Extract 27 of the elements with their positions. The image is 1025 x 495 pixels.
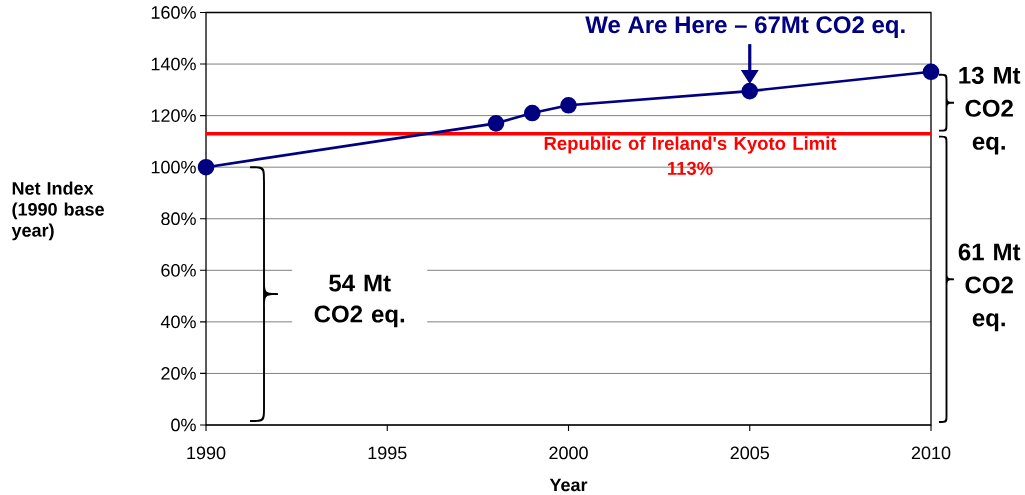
point — [741, 82, 759, 100]
y-tick-label: 0% — [171, 418, 196, 432]
y-tick-label: 40% — [160, 315, 196, 329]
text: 13 Mt CO2 eq. — [959, 66, 1021, 155]
ref-line-label: Republic of Ireland's Kyoto Limit 113% — [544, 136, 837, 175]
y-tick-label: 20% — [161, 367, 196, 380]
x-tick-label: 2005 — [730, 446, 770, 460]
y-tick-label: 140% — [151, 57, 196, 71]
x-tick-label: 1990 — [187, 446, 226, 460]
point — [487, 115, 505, 132]
x-tick-label: 2000 — [549, 446, 588, 460]
annotation: 54 Mt CO2 eq. — [314, 274, 405, 328]
y-tick-label: 80% — [161, 212, 196, 226]
y-tick-label: 160% — [151, 6, 196, 19]
x-axis-title: Year — [549, 478, 588, 492]
point — [523, 104, 541, 122]
y-tick-label: 120% — [151, 109, 196, 122]
point — [922, 63, 940, 81]
point — [197, 158, 215, 176]
y-axis-title: Net Index (1990 base year) — [11, 181, 104, 241]
y-tick-label: 60% — [161, 263, 196, 277]
point — [560, 97, 577, 114]
x-tick-label: 2010 — [911, 446, 951, 460]
x-tick-label: 1995 — [368, 446, 407, 460]
text: 61 Mt CO2 eq. — [958, 243, 1021, 332]
annotation: We Are Here – 67Mt CO2 eq. — [585, 16, 905, 38]
y-tick-label: 100% — [151, 160, 196, 174]
